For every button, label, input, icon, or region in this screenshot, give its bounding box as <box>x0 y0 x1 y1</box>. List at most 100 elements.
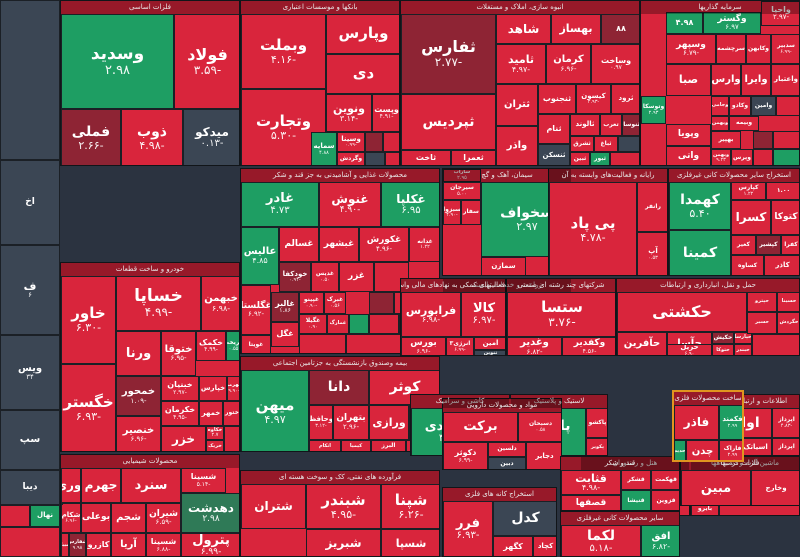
stock-tile[interactable]: پاکشو <box>586 408 607 438</box>
stock-tile[interactable] <box>773 149 799 165</box>
stock-tile[interactable]: خاور -۶.۳۰ <box>61 276 116 364</box>
stock-tile[interactable]: دجابر <box>526 442 561 469</box>
stock-tile[interactable]: خساپا -۴.۹۹ <box>116 276 201 331</box>
stock-tile[interactable]: برکت <box>443 412 518 442</box>
stock-tile[interactable]: بهپیر <box>711 131 741 149</box>
stock-tile[interactable]: چدن <box>686 440 719 460</box>
stock-tile[interactable]: شیران -۶.۵۹ <box>146 503 181 533</box>
sector-group[interactable]: خساپا -۴.۹۹ خبهمن -۶.۹۸ خاور -۶.۳۰ ورنا ختوقا -۶… <box>60 262 240 452</box>
stock-tile[interactable]: وپرس <box>731 149 753 165</box>
stock-tile[interactable] <box>383 132 399 152</box>
stock-tile[interactable]: ختوقا -۶.۹۵ <box>161 331 196 376</box>
stock-tile[interactable]: کغیر <box>731 235 756 255</box>
stock-tile[interactable]: ثنوسا <box>622 114 639 136</box>
stock-tile[interactable]: غگلستا -۶.۹۲ <box>241 285 271 335</box>
stock-tile[interactable]: حسیر <box>747 312 777 334</box>
stock-tile[interactable]: کپشیر <box>756 235 781 255</box>
stock-tile[interactable]: ثشرق <box>570 136 594 152</box>
stock-tile[interactable]: شتران <box>241 484 306 529</box>
stock-tile[interactable]: میهن ۴.۹۷ <box>241 370 309 451</box>
stock-tile[interactable]: پی پاد -۴.۷۸ <box>549 182 637 275</box>
stock-tile[interactable]: حآفرین <box>617 332 667 355</box>
stock-tile[interactable]: کفرا <box>781 235 799 255</box>
stock-tile[interactable]: وبرق-۲.۹۶ <box>640 14 641 92</box>
stock-tile[interactable]: آریا <box>111 533 146 556</box>
stock-tile[interactable]: ختور <box>223 401 239 426</box>
stock-tile[interactable]: خبهمن -۶.۹۸ <box>201 276 239 331</box>
stock-tile[interactable]: ویس ۳۴ <box>0 335 60 410</box>
stock-tile[interactable]: ثفارس -۲.۷۷ <box>401 14 496 94</box>
stock-tile[interactable]: دهدشت ۲.۹۸ <box>181 493 239 533</box>
stock-tile[interactable]: سفار <box>461 200 481 225</box>
stock-tile[interactable]: حکیش <box>712 332 734 344</box>
stock-tile[interactable]: وساپا <box>640 132 641 166</box>
stock-tile[interactable] <box>618 136 639 152</box>
stock-tile[interactable]: سپ <box>0 410 60 470</box>
stock-tile[interactable]: وپست -۴.۹۱ <box>372 94 399 132</box>
stock-tile[interactable] <box>0 505 30 527</box>
stock-tile[interactable]: فملی -۲.۶۶ <box>61 109 121 165</box>
stock-tile[interactable] <box>773 131 799 149</box>
sector-group[interactable]: برکت دسبحان ۰.۵۸ دکوثر -۶.۹۹ دلسین دبین دجابر مو… <box>442 398 562 470</box>
sector-group[interactable]: وسدید ۲.۹۸ فولاد -۳.۵۹ فملی -۲.۶۶ ذوب -۴.۹۸ میدک… <box>60 0 240 166</box>
stock-tile[interactable]: اخ <box>0 160 60 245</box>
stock-tile[interactable]: وسپهر -۶.۷۹ <box>666 34 716 64</box>
stock-tile[interactable]: تنوین <box>474 350 505 355</box>
stock-tile[interactable]: بتهران -۲.۹۶ <box>333 405 369 440</box>
stock-tile[interactable]: ثباغ <box>594 136 618 152</box>
stock-tile[interactable]: غدانه ۱.۲۲ <box>409 227 439 262</box>
stock-tile[interactable]: دلسین <box>488 442 526 457</box>
stock-tile[interactable]: کیسون -۲.۹۳ <box>576 84 611 114</box>
sector-group[interactable]: فرابورس -۶.۹۸ کالا -۶.۹۷ بورس -۶.۹۶ انرژی۳ -۶.۹… <box>400 278 506 356</box>
stock-tile[interactable] <box>369 314 399 334</box>
stock-tile[interactable]: وجامی <box>711 96 729 116</box>
stock-tile[interactable]: کچاد <box>533 536 556 556</box>
stock-tile[interactable]: حریل ۶.۹۰ <box>667 344 712 355</box>
stock-tile[interactable]: کساوه <box>731 255 764 275</box>
stock-tile[interactable]: نوری <box>61 468 81 503</box>
stock-tile[interactable]: وارس <box>711 64 741 96</box>
stock-tile[interactable]: ثپردیس <box>401 94 496 150</box>
stock-tile[interactable]: ثامید -۴.۹۷ <box>496 44 546 84</box>
stock-tile[interactable]: وگستر ۶.۹۷ <box>703 12 761 34</box>
stock-tile[interactable]: کتوکا <box>771 200 799 235</box>
stock-tile[interactable]: ثنسکن <box>538 144 570 165</box>
sector-group[interactable]: کهمدا ۵.۴۰ کمینا کپارس ۱.۲۲ ۱.۰۰ کسرا کتوکا کغیر… <box>668 168 800 276</box>
stock-tile[interactable] <box>610 152 639 165</box>
stock-tile[interactable]: واتی <box>666 146 711 165</box>
stock-tile[interactable]: کرمان -۶.۹۶ <box>546 44 591 84</box>
stock-tile[interactable]: وسدید ۲.۹۸ <box>61 14 174 109</box>
stock-tile[interactable]: غگیلا ۰.۹۰ <box>299 314 327 334</box>
stock-tile[interactable]: حگردش <box>777 312 799 334</box>
stock-tile[interactable]: شجم <box>111 503 146 533</box>
stock-tile[interactable]: نهال <box>30 505 60 527</box>
stock-tile[interactable]: وحافظ -۳.۱۲ <box>309 405 333 440</box>
stock-tile[interactable]: میدکو -۰.۱۳ <box>183 109 239 165</box>
stock-tile[interactable]: قهکمت <box>651 470 679 490</box>
stock-tile[interactable]: ثعمرا <box>451 150 496 165</box>
stock-tile[interactable] <box>349 314 369 334</box>
stock-tile[interactable]: پترول -۶.۹۹ <box>181 533 239 556</box>
stock-tile[interactable]: خنصیر -۶.۹۶ <box>116 416 161 451</box>
stock-tile[interactable]: خکرمان -۴.۹۵ <box>161 401 199 426</box>
stock-tile[interactable]: غگل <box>271 322 299 347</box>
stock-tile[interactable]: غکورش -۴.۹۶ <box>359 227 409 262</box>
stock-tile[interactable]: فاراک ۲.۹۹ <box>719 440 742 460</box>
stock-tile[interactable]: رانفر <box>637 182 667 232</box>
stock-tile[interactable]: انرژی۳ -۶.۹۹ <box>446 337 474 355</box>
stock-tile[interactable]: وبهمن ۹.۲۳ <box>711 149 731 165</box>
stock-tile[interactable]: شپنا -۶.۲۶ <box>381 484 439 529</box>
sector-group[interactable]: کدل فرر -۶.۹۳ کگهر کچاد استخراج کانه های فلزی <box>442 487 557 557</box>
stock-tile[interactable]: البرز <box>371 440 406 451</box>
stock-tile[interactable]: سبزوا -۴.۹۰ <box>443 200 461 225</box>
stock-tile[interactable]: وسینا -۰.۹۹ <box>337 132 365 152</box>
stock-tile[interactable]: سمایه ۴.۸۸ <box>311 132 337 165</box>
stock-tile[interactable]: خودکفا -۰.۹۴ <box>279 262 311 292</box>
stock-tile[interactable]: وپویا <box>666 124 711 146</box>
stock-tile[interactable]: ذوب -۴.۹۸ <box>121 109 183 165</box>
stock-tile[interactable] <box>369 292 394 314</box>
stock-tile[interactable] <box>753 131 773 149</box>
stock-tile[interactable]: بورس -۶.۹۶ <box>401 337 446 355</box>
stock-tile[interactable]: کیمیا <box>341 440 371 451</box>
